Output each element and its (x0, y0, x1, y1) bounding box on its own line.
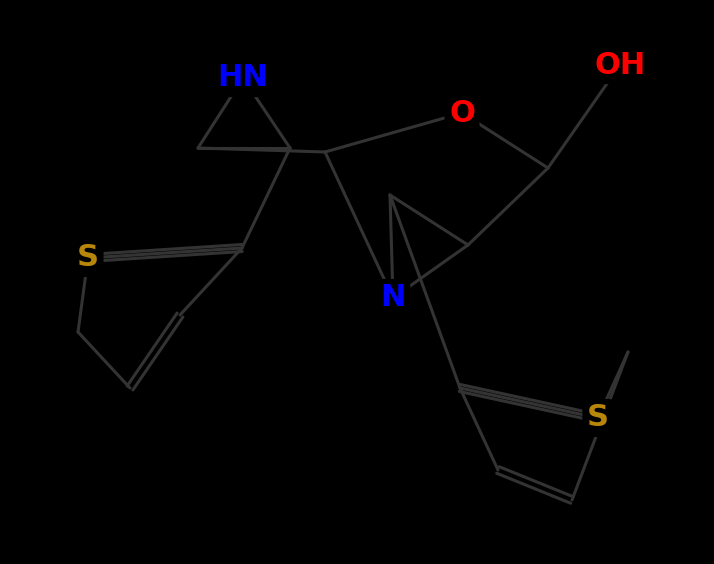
Text: OH: OH (594, 51, 645, 80)
Text: S: S (587, 403, 609, 433)
Text: O: O (449, 99, 475, 127)
Text: N: N (381, 284, 406, 312)
Text: S: S (77, 244, 99, 272)
Text: HN: HN (218, 64, 268, 92)
